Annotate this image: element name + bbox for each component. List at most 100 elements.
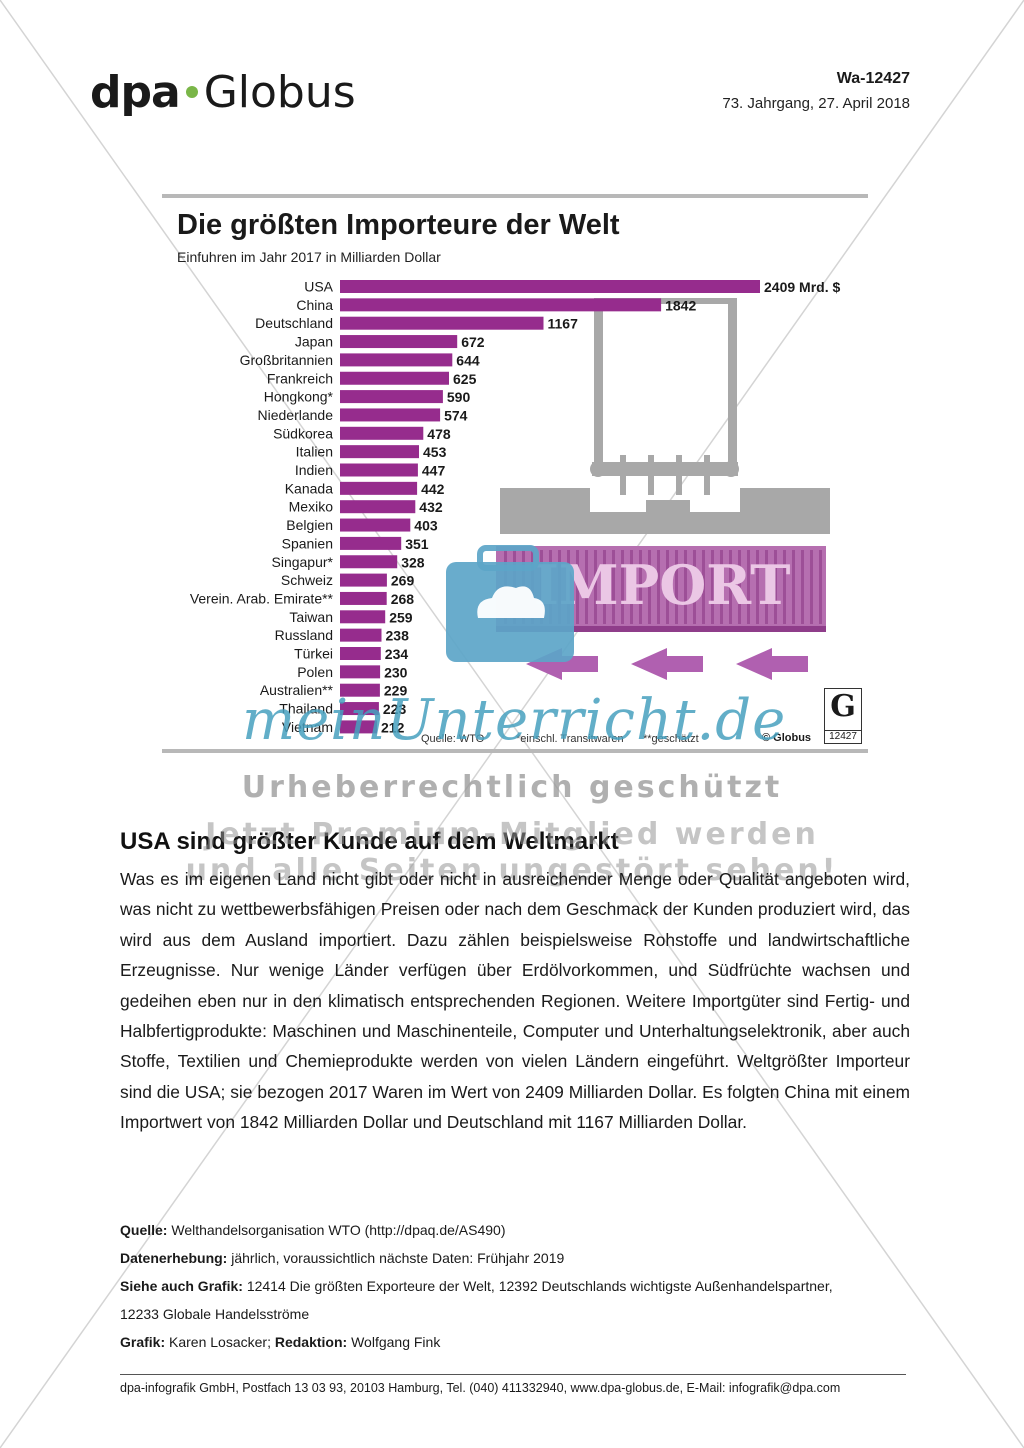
meta-block: Quelle: Welthandelsorganisation WTO (htt… bbox=[120, 1216, 920, 1356]
meta-credits: Grafik: Karen Losacker; Redaktion: Wolfg… bbox=[120, 1334, 441, 1350]
category-label-24: Vietnam bbox=[282, 719, 333, 735]
bar-9 bbox=[340, 445, 419, 459]
bar-11 bbox=[340, 481, 418, 495]
bar-1 bbox=[340, 298, 662, 312]
value-label-18: 259 bbox=[389, 609, 413, 625]
bar-21 bbox=[340, 665, 381, 679]
bar-24 bbox=[340, 720, 377, 734]
graphic-number: 12427 bbox=[825, 730, 861, 742]
value-label-14: 351 bbox=[405, 536, 429, 552]
category-label-14: Spanien bbox=[282, 535, 333, 551]
category-label-12: Mexiko bbox=[289, 499, 334, 515]
category-label-17: Verein. Arab. Emirate** bbox=[190, 590, 334, 606]
watermark-premium: Jetzt Premium-Mitglied werden bbox=[205, 817, 819, 852]
meta-see-also-cont: 12233 Globale Handelsströme bbox=[120, 1306, 310, 1322]
bar-5 bbox=[340, 371, 449, 385]
category-label-7: Niederlande bbox=[258, 407, 334, 423]
category-label-0: USA bbox=[304, 279, 333, 295]
article-body: Was es im eigenen Land nicht gibt oder n… bbox=[120, 869, 910, 1133]
meta-source: Quelle: Welthandelsorganisation WTO (htt… bbox=[120, 1222, 506, 1238]
chart-top-rule bbox=[162, 194, 868, 198]
value-label-3: 672 bbox=[461, 334, 485, 350]
chart-bottom-rule bbox=[162, 749, 868, 753]
category-label-13: Belgien bbox=[286, 517, 333, 533]
value-label-17: 268 bbox=[391, 591, 415, 607]
value-label-21: 230 bbox=[384, 664, 408, 680]
value-label-15: 328 bbox=[401, 554, 425, 570]
meta-collection: Datenerhebung: jährlich, voraussichtlich… bbox=[120, 1250, 565, 1266]
value-label-6: 590 bbox=[447, 389, 471, 405]
globus-g-badge: G 12427 bbox=[824, 688, 862, 744]
category-label-18: Taiwan bbox=[289, 609, 333, 625]
bar-19 bbox=[340, 628, 382, 642]
value-label-0: 2409 Mrd. $ bbox=[764, 279, 840, 295]
value-label-1: 1842 bbox=[665, 297, 696, 313]
bar-0 bbox=[340, 280, 760, 293]
bar-7 bbox=[340, 408, 441, 422]
bar-10 bbox=[340, 463, 418, 477]
bars-group: USA 2409 Mrd. $ China 1842 Deutschland 1167 Ja… bbox=[190, 279, 841, 736]
value-label-19: 238 bbox=[386, 628, 410, 644]
footer-address: dpa-infografik GmbH, Postfach 13 03 93, … bbox=[120, 1381, 841, 1395]
bar-16 bbox=[340, 573, 387, 587]
meta-see-also: Siehe auch Grafik: 12414 Die größten Exp… bbox=[120, 1278, 833, 1294]
watermark-logo: meinUnterricht.de bbox=[242, 688, 787, 753]
watermark-pages: und alle Seiten ungestört sehen! bbox=[185, 853, 839, 888]
footnote-source: Quelle: WTO bbox=[421, 733, 485, 745]
category-label-15: Singapur* bbox=[272, 554, 334, 570]
article-title: USA sind größter Kunde auf dem Weltmarkt bbox=[120, 828, 619, 855]
category-label-23: Thailand bbox=[279, 701, 333, 717]
value-label-13: 403 bbox=[414, 518, 438, 534]
logo-dpa: dpa bbox=[90, 67, 181, 118]
chart-subtitle: Einfuhren im Jahr 2017 in Milliarden Dol… bbox=[177, 249, 441, 265]
bar-2 bbox=[340, 316, 544, 330]
category-label-3: Japan bbox=[295, 334, 333, 350]
briefcase-cloud-icon bbox=[446, 545, 574, 662]
bar-13 bbox=[340, 518, 411, 532]
logo-globus: Globus bbox=[203, 67, 356, 118]
category-label-1: China bbox=[296, 297, 333, 313]
footer-rule bbox=[120, 1374, 906, 1375]
value-label-16: 269 bbox=[391, 573, 415, 589]
category-label-20: Türkei bbox=[294, 646, 333, 662]
chart-title: Die größten Importeure der Welt bbox=[177, 209, 620, 241]
value-label-20: 234 bbox=[385, 646, 409, 662]
category-label-10: Indien bbox=[295, 462, 333, 478]
value-label-24: 212 bbox=[381, 719, 405, 735]
footnote-transit: *einschl. Transitwaren bbox=[516, 733, 624, 745]
value-label-4: 644 bbox=[456, 352, 480, 368]
category-label-11: Kanada bbox=[285, 480, 333, 496]
bar-12 bbox=[340, 500, 416, 514]
footnote-estimated: **geschätzt bbox=[643, 733, 699, 745]
value-label-11: 442 bbox=[421, 481, 445, 497]
category-label-8: Südkorea bbox=[273, 425, 333, 441]
bar-20 bbox=[340, 647, 381, 660]
value-label-12: 432 bbox=[419, 499, 443, 515]
value-label-22: 229 bbox=[384, 683, 408, 699]
bar-23 bbox=[340, 702, 379, 716]
bar-4 bbox=[340, 353, 453, 367]
value-label-9: 453 bbox=[423, 444, 447, 460]
value-label-8: 478 bbox=[427, 426, 451, 442]
bar-22 bbox=[340, 683, 380, 697]
bar-18 bbox=[340, 610, 386, 624]
category-label-19: Russland bbox=[275, 627, 333, 643]
bar-8 bbox=[340, 426, 424, 440]
copyright-globus: © Globus bbox=[762, 732, 812, 744]
category-label-22: Australien** bbox=[260, 682, 334, 698]
bar-3 bbox=[340, 335, 458, 349]
import-label: IMPORT bbox=[534, 553, 791, 617]
category-label-9: Italien bbox=[296, 444, 333, 460]
category-label-21: Polen bbox=[297, 664, 333, 680]
bar-6 bbox=[340, 390, 443, 404]
value-label-5: 625 bbox=[453, 371, 477, 387]
bar-15 bbox=[340, 555, 398, 569]
category-label-6: Hongkong* bbox=[264, 389, 334, 405]
value-label-7: 574 bbox=[444, 407, 468, 423]
dpa-globus-logo: dpa Globus bbox=[90, 68, 356, 118]
bar-14 bbox=[340, 536, 402, 550]
globus-g-icon: G bbox=[830, 689, 856, 724]
value-label-2: 1167 bbox=[548, 316, 579, 332]
